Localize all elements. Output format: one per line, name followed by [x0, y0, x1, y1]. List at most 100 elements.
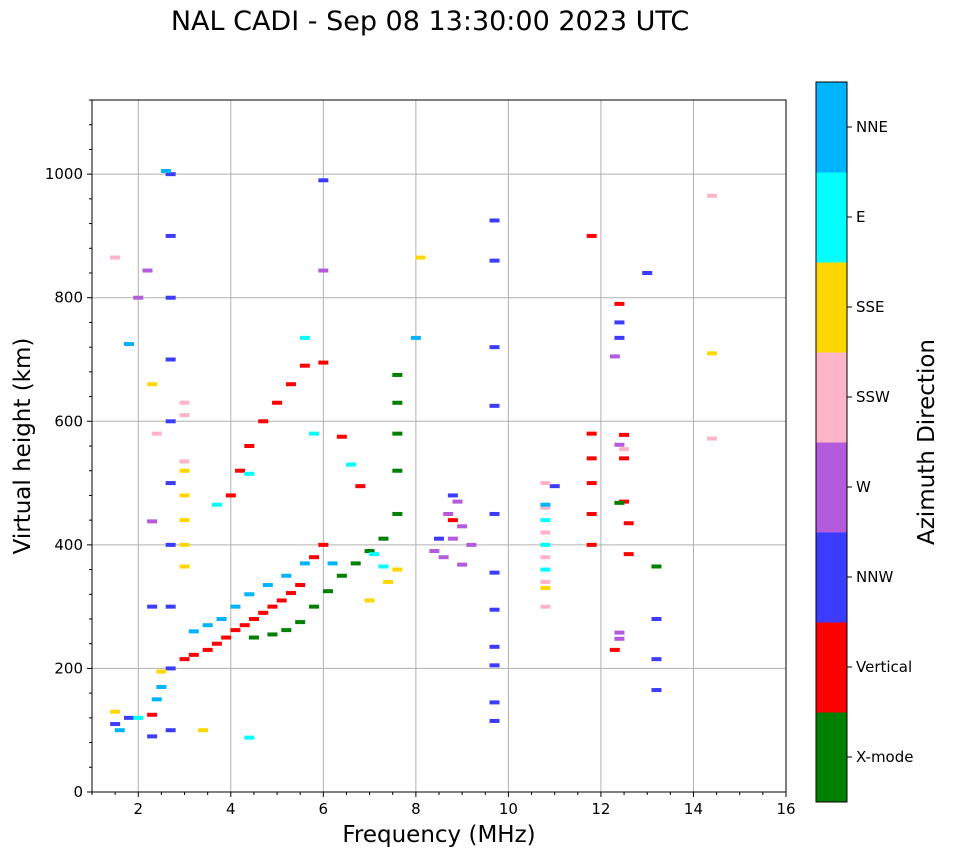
data-point: [161, 169, 172, 174]
data-point: [364, 598, 375, 603]
data-point: [147, 604, 158, 609]
data-point: [540, 567, 551, 572]
series-vertical: [147, 233, 634, 717]
data-point: [281, 628, 292, 633]
chart-title: NAL CADI - Sep 08 13:30:00 2023 UTC: [170, 6, 690, 37]
x-tick-label: 14: [684, 800, 703, 818]
data-point: [336, 573, 347, 578]
data-point: [378, 564, 389, 569]
data-point: [457, 524, 468, 529]
data-point: [110, 709, 121, 714]
data-point: [438, 555, 449, 560]
data-point: [586, 233, 597, 238]
data-point: [110, 255, 121, 260]
data-point: [110, 722, 121, 727]
data-point: [179, 459, 190, 464]
colorbar: X-mode Vertical NNW W SSW SSE E NNE: [815, 81, 913, 803]
data-point: [133, 715, 144, 720]
colorbar-tick-label: NNW: [856, 568, 893, 586]
data-point: [489, 718, 500, 723]
colorbar-tick-label: E: [856, 208, 865, 226]
data-point: [392, 468, 403, 473]
plot-area: [92, 100, 786, 792]
data-point: [651, 688, 662, 693]
data-point: [244, 592, 255, 597]
data-point: [179, 413, 190, 418]
data-point: [198, 728, 209, 733]
data-point: [211, 502, 222, 507]
data-point: [165, 419, 176, 424]
data-point: [281, 573, 292, 578]
data-point: [447, 493, 458, 498]
data-point: [276, 598, 287, 603]
y-tick-label: 200: [54, 659, 83, 677]
series-nnw: [110, 172, 662, 739]
data-point: [443, 511, 454, 516]
data-point: [285, 591, 296, 596]
data-point: [540, 530, 551, 535]
data-point: [179, 542, 190, 547]
data-point: [489, 218, 500, 223]
data-point: [651, 657, 662, 662]
series-w: [133, 268, 625, 641]
x-tick-label: 4: [226, 800, 236, 818]
data-point: [165, 172, 176, 177]
data-point: [147, 519, 158, 524]
data-point: [614, 301, 625, 306]
data-point: [179, 518, 190, 523]
colorbar-swatch: [816, 532, 847, 623]
data-point: [489, 570, 500, 575]
data-point: [452, 499, 463, 504]
data-point: [147, 712, 158, 717]
x-tick-label: 6: [319, 800, 329, 818]
data-point: [165, 728, 176, 733]
colorbar-swatch: [816, 82, 847, 173]
data-point: [248, 617, 259, 621]
y-tick-label: 1000: [45, 165, 83, 183]
data-point: [466, 542, 477, 547]
data-point: [623, 552, 634, 557]
data-point: [309, 431, 320, 436]
data-point: [165, 604, 176, 609]
data-point: [489, 345, 500, 350]
data-point: [267, 604, 278, 609]
data-point: [272, 400, 283, 405]
data-point: [309, 555, 320, 560]
data-point: [165, 666, 176, 671]
data-point: [216, 617, 227, 621]
data-point: [151, 431, 162, 436]
data-point: [489, 663, 500, 668]
data-point: [540, 481, 551, 486]
data-point: [322, 589, 333, 594]
series-ssw: [110, 193, 717, 609]
data-point: [318, 268, 329, 273]
data-point: [609, 647, 620, 652]
data-point: [415, 255, 426, 260]
data-point: [165, 295, 176, 300]
data-point: [244, 471, 255, 476]
data-point: [114, 728, 125, 733]
data-point: [392, 511, 403, 516]
data-point: [350, 561, 361, 566]
data-point: [248, 635, 259, 640]
data-point: [706, 193, 717, 198]
data-point: [609, 354, 620, 359]
data-point: [392, 431, 403, 436]
data-point: [586, 511, 597, 516]
data-point: [489, 258, 500, 263]
data-point: [392, 567, 403, 572]
data-point: [151, 697, 162, 702]
data-point: [318, 360, 329, 365]
data-point: [489, 403, 500, 408]
data-point: [147, 382, 158, 387]
data-point: [383, 579, 394, 584]
data-point: [586, 481, 597, 486]
colorbar-tick-label: X-mode: [856, 748, 913, 766]
data-point: [133, 295, 144, 300]
y-tick-label: 800: [54, 289, 83, 307]
x-tick-label: 16: [776, 800, 795, 818]
data-point: [651, 564, 662, 569]
colorbar-label: Azimuth Direction: [914, 339, 940, 545]
data-point: [188, 629, 199, 634]
colorbar-tick-label: W: [856, 478, 871, 496]
